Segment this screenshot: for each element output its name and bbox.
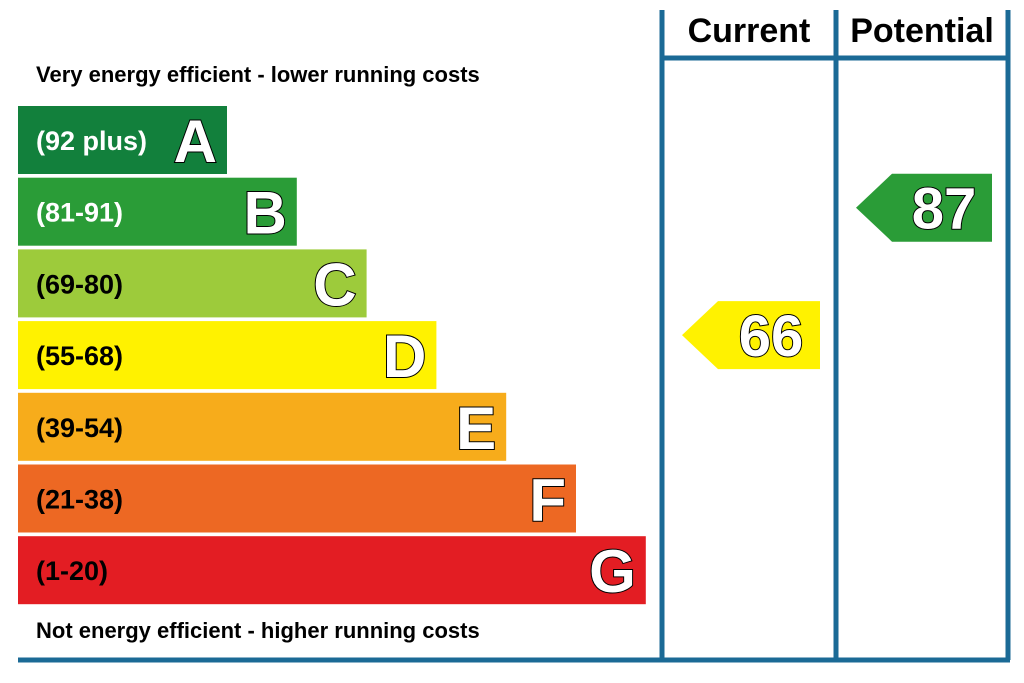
band-letter-f: F	[529, 467, 566, 534]
band-range-g: (1-20)	[36, 556, 108, 586]
band-letter-c: C	[313, 251, 356, 318]
rating-arrow-potential: 87	[856, 173, 992, 243]
band-bar-b	[18, 177, 297, 246]
rating-bands: (92 plus) A(81-91) B(69-80) C(55-68) D(39-54…	[18, 106, 646, 606]
band-b: (81-91) B	[18, 177, 297, 248]
band-d: (55-68) D	[18, 321, 437, 391]
band-bar-g	[18, 536, 646, 605]
band-range-b: (81-91)	[36, 198, 123, 228]
band-range-e: (39-54)	[36, 413, 123, 443]
band-bar-d	[18, 321, 437, 390]
rating-arrow-shape-potential	[856, 173, 992, 242]
column-headers: Current Potential	[688, 12, 994, 50]
rating-value-potential: 87	[912, 177, 977, 242]
band-range-d: (55-68)	[36, 341, 123, 371]
rating-arrow-shape-current	[682, 301, 820, 370]
band-bar-c	[18, 249, 367, 318]
rating-arrow-current: 66	[682, 301, 820, 370]
column-header-potential: Potential	[850, 12, 994, 50]
band-letter-a: A	[174, 108, 217, 175]
band-letter-e: E	[456, 395, 496, 462]
band-range-f: (21-38)	[36, 485, 123, 515]
bottom-caption: Not energy efficient - higher running co…	[36, 618, 480, 643]
band-e: (39-54) E	[18, 392, 507, 463]
band-g: (1-20) G	[18, 536, 646, 606]
band-c: (69-80) C	[18, 249, 367, 319]
band-letter-d: D	[383, 323, 426, 390]
rating-value-current: 66	[739, 304, 804, 369]
band-a: (92 plus) A	[18, 106, 227, 176]
band-letter-g: G	[589, 538, 636, 605]
band-letter-b: B	[243, 180, 286, 247]
band-bar-e	[18, 392, 507, 461]
rating-arrows: 66 87	[682, 173, 992, 370]
chart-frame	[18, 10, 1011, 663]
top-caption: Very energy efficient - lower running co…	[36, 62, 480, 87]
band-bar-f	[18, 464, 576, 533]
column-header-current: Current	[688, 12, 811, 50]
band-f: (21-38) F	[18, 464, 576, 535]
band-bar-a	[18, 106, 227, 174]
band-range-a: (92 plus)	[36, 126, 147, 156]
band-range-c: (69-80)	[36, 269, 123, 299]
